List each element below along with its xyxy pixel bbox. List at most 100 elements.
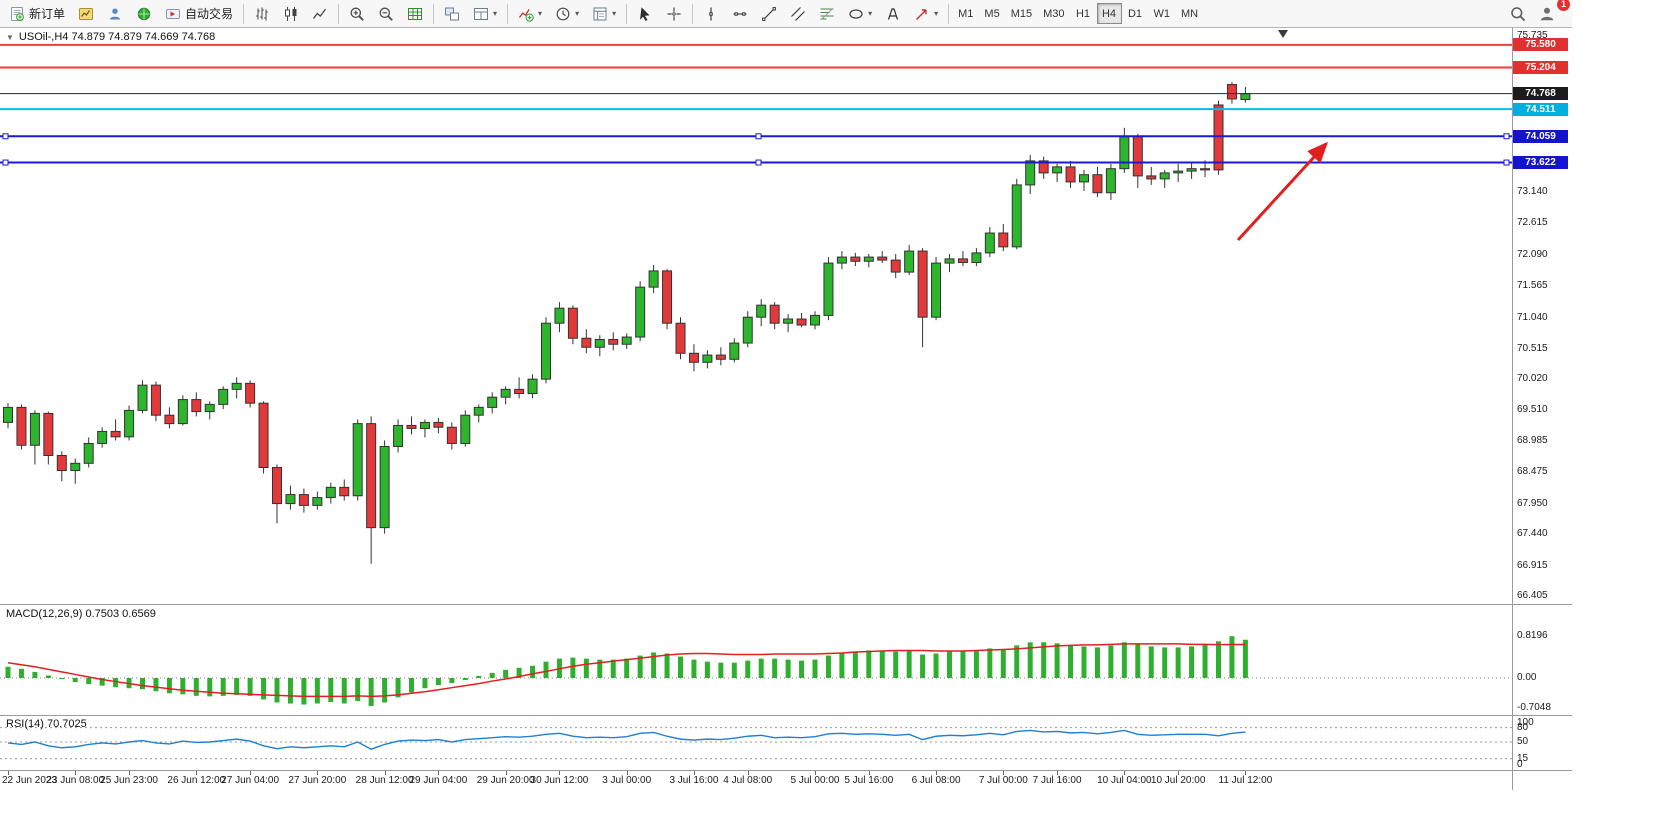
periods-icon[interactable]: ▾ xyxy=(549,2,585,26)
line-handle[interactable] xyxy=(2,133,9,140)
price-axis-tick[interactable]: 69.510 xyxy=(1517,403,1548,415)
macd-panel-canvas[interactable] xyxy=(0,605,1512,715)
timeframe-m1[interactable]: M1 xyxy=(953,3,978,24)
price-axis-tick[interactable]: 67.440 xyxy=(1517,528,1548,540)
time-axis-label[interactable]: 5 Jul 00:00 xyxy=(790,775,840,786)
price-axis-tick[interactable]: 73.140 xyxy=(1517,185,1548,197)
price-axis-tick[interactable]: 70.515 xyxy=(1517,343,1548,355)
dropdown-caret-icon[interactable]: ▾ xyxy=(612,9,617,18)
dropdown-caret-icon[interactable]: ▾ xyxy=(934,9,939,18)
account-icon[interactable] xyxy=(1533,2,1561,26)
time-axis-label[interactable]: 30 Jun 12:00 xyxy=(530,775,589,786)
time-axis-label[interactable]: 3 Jul 00:00 xyxy=(602,775,652,786)
timeframe-w1[interactable]: W1 xyxy=(1149,3,1176,24)
time-axis-label[interactable]: 4 Jul 08:00 xyxy=(723,775,773,786)
time-axis-label[interactable]: 29 Jun 04:00 xyxy=(409,775,468,786)
cursor-icon[interactable] xyxy=(631,2,659,26)
candlestick-chart-icon[interactable] xyxy=(277,2,305,26)
time-axis-label[interactable]: 6 Jul 08:00 xyxy=(911,775,961,786)
connection-icon[interactable] xyxy=(130,2,158,26)
fibonacci-icon[interactable] xyxy=(813,2,841,26)
dropdown-caret-icon[interactable]: ▾ xyxy=(868,9,873,18)
price-axis-tick[interactable]: 66.405 xyxy=(1517,590,1548,602)
time-axis-tick xyxy=(75,771,77,775)
price-axis-tick[interactable]: 70.020 xyxy=(1517,373,1548,385)
dropdown-caret-icon[interactable]: ▾ xyxy=(575,9,580,18)
indicators-icon[interactable]: ▾ xyxy=(512,2,548,26)
time-axis-label[interactable]: 23 Jun 08:00 xyxy=(46,775,105,786)
rsi-panel-canvas[interactable] xyxy=(0,716,1512,770)
horizontal-line-icon[interactable] xyxy=(726,2,754,26)
time-axis-label[interactable]: 29 Jun 20:00 xyxy=(476,775,535,786)
time-axis-label[interactable]: 25 Jun 23:00 xyxy=(100,775,158,786)
price-axis-tick[interactable]: 72.615 xyxy=(1517,217,1548,229)
timeframe-mn[interactable]: MN xyxy=(1176,3,1203,24)
chart-shift-marker-icon[interactable] xyxy=(1278,30,1288,38)
timeframe-h1[interactable]: H1 xyxy=(1071,3,1096,24)
zoom-out-icon[interactable] xyxy=(372,2,400,26)
time-axis-label[interactable]: 7 Jul 00:00 xyxy=(978,775,1028,786)
price-axis-tick[interactable]: 71.040 xyxy=(1517,311,1548,323)
time-axis-tick xyxy=(1003,771,1005,775)
time-axis-label[interactable]: 22 Jun 2023 xyxy=(2,775,58,786)
account-area[interactable]: 1 xyxy=(1533,0,1570,26)
price-axis-tick[interactable]: 68.475 xyxy=(1517,466,1548,478)
line-handle[interactable] xyxy=(2,159,9,166)
time-axis-label[interactable]: 11 Jul 12:00 xyxy=(1218,775,1273,786)
vertical-line-icon[interactable] xyxy=(697,2,725,26)
bar-chart-icon[interactable] xyxy=(248,2,276,26)
line-chart-icon[interactable] xyxy=(306,2,334,26)
search-icon[interactable] xyxy=(1504,2,1532,26)
market-watch-icon[interactable] xyxy=(101,2,129,26)
line-handle[interactable] xyxy=(755,159,762,166)
timeframe-m30[interactable]: M30 xyxy=(1038,3,1069,24)
crosshair-icon[interactable] xyxy=(660,2,688,26)
templates-icon[interactable]: ▾ xyxy=(586,2,622,26)
time-axis-label[interactable]: 26 Jun 12:00 xyxy=(167,775,226,786)
horizontal-line-73.622[interactable] xyxy=(0,159,1512,166)
auto-trading-button[interactable]: 自动交易 xyxy=(159,2,239,26)
price-chart-canvas[interactable] xyxy=(0,28,1512,604)
tile-windows-icon[interactable] xyxy=(438,2,466,26)
new-order-button[interactable]: 新订单 xyxy=(3,2,71,26)
annotation-arrow[interactable] xyxy=(1236,141,1329,242)
zoom-in-icon[interactable] xyxy=(343,2,371,26)
line-handle[interactable] xyxy=(1503,133,1510,140)
price-axis-tick[interactable]: 67.950 xyxy=(1517,497,1548,509)
time-axis-label[interactable]: 3 Jul 16:00 xyxy=(669,775,719,786)
chart-grid-icon[interactable] xyxy=(401,2,429,26)
price-axis-tick[interactable]: 71.565 xyxy=(1517,280,1548,292)
collapse-chart-icon[interactable]: ▼ xyxy=(6,32,14,42)
line-handle[interactable] xyxy=(1503,159,1510,166)
price-axis-tick[interactable]: 66.915 xyxy=(1517,559,1548,571)
price-axis-tick[interactable]: 75.735 xyxy=(1517,29,1548,41)
timeframe-h4[interactable]: H4 xyxy=(1096,3,1122,24)
time-axis-label[interactable]: 28 Jun 12:00 xyxy=(355,775,414,786)
trendline-icon[interactable] xyxy=(755,2,783,26)
shapes-icon[interactable]: ▾ xyxy=(842,2,878,26)
pane-splitter-macd[interactable] xyxy=(0,604,1572,605)
horizontal-line-74.059[interactable] xyxy=(0,133,1512,140)
arrows-icon[interactable]: ▾ xyxy=(908,2,944,26)
channel-icon[interactable] xyxy=(784,2,812,26)
pane-splitter-rsi[interactable] xyxy=(0,715,1572,716)
time-axis-label[interactable]: 27 Jun 04:00 xyxy=(221,775,280,786)
time-axis-label[interactable]: 5 Jul 16:00 xyxy=(844,775,894,786)
timeframe-d1[interactable]: D1 xyxy=(1123,3,1148,24)
text-label-icon[interactable] xyxy=(879,2,907,26)
time-axis-label[interactable]: 10 Jul 20:00 xyxy=(1150,775,1206,786)
dropdown-caret-icon[interactable]: ▾ xyxy=(493,9,498,18)
price-axis-tick[interactable]: 68.985 xyxy=(1517,435,1548,447)
time-axis-label[interactable]: 27 Jun 20:00 xyxy=(288,775,347,786)
price-axis-tick[interactable]: 72.090 xyxy=(1517,248,1548,260)
dropdown-caret-icon[interactable]: ▾ xyxy=(538,9,543,18)
profiles-icon[interactable] xyxy=(72,2,100,26)
timeframe-m5[interactable]: M5 xyxy=(979,3,1004,24)
time-axis-tick xyxy=(1124,771,1126,775)
time-axis-label[interactable]: 10 Jul 04:00 xyxy=(1097,775,1152,786)
line-handle[interactable] xyxy=(755,133,762,140)
new-chart-icon[interactable]: ▾ xyxy=(467,2,503,26)
notification-badge[interactable]: 1 xyxy=(1557,0,1570,11)
timeframe-m15[interactable]: M15 xyxy=(1006,3,1037,24)
time-axis-label[interactable]: 7 Jul 16:00 xyxy=(1032,775,1082,786)
